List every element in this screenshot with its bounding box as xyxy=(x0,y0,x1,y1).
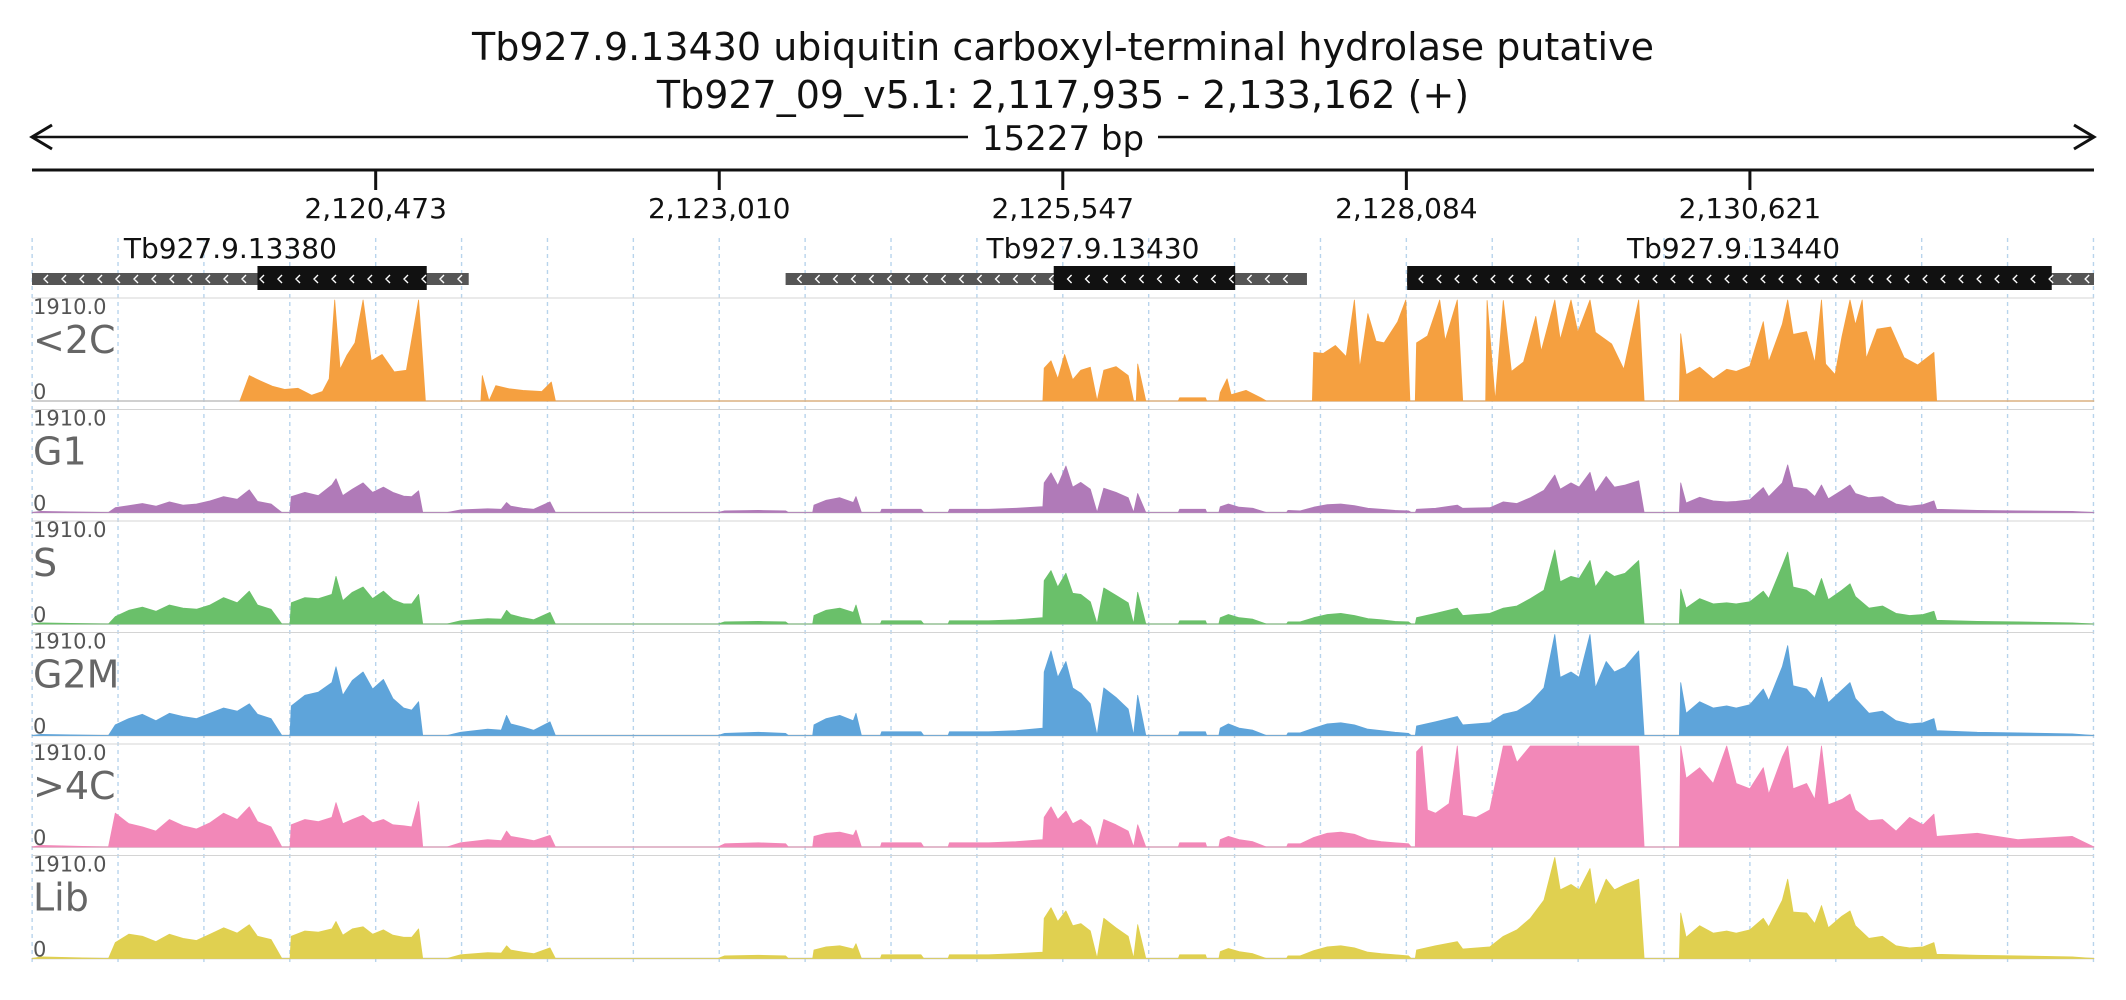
track-ymin-label: 0 xyxy=(33,492,46,516)
track-ymax-label: 1910.0 xyxy=(33,741,106,765)
gene-label: Tb927.9.13380 xyxy=(123,232,337,265)
track-name-label: Lib xyxy=(33,876,89,920)
strand-chevrons-icon xyxy=(796,274,1289,284)
track-4: 1910.0 0 G2M xyxy=(31,630,2095,739)
gene-cds-bar xyxy=(1053,266,1236,290)
track-name-label: G2M xyxy=(33,653,119,697)
gene-cds-bar xyxy=(257,266,427,290)
strand-chevrons-icon xyxy=(43,274,463,284)
gene-Tb927-9-13440[interactable]: Tb927.9.13440 xyxy=(1407,232,2094,290)
coverage-area-3 xyxy=(31,549,2095,625)
track-ymax-label: 1910.0 xyxy=(33,518,106,542)
track-name-label: <2C xyxy=(33,318,116,362)
track-3: 1910.0 0 S xyxy=(31,518,2095,627)
span-arrow-right-icon xyxy=(2073,123,2097,151)
track-ymax-label: 1910.0 xyxy=(33,853,106,877)
x-tick-label-0: 2,120,473 xyxy=(304,192,447,225)
coverage-area-1 xyxy=(239,299,2095,402)
coverage-area-4 xyxy=(31,634,2095,736)
gene-track: Tb927.9.13380 Tb927.9.13430 Tb927.9.13440 xyxy=(32,232,2094,290)
gene-label: Tb927.9.13440 xyxy=(1626,232,1840,265)
coverage-area-2 xyxy=(31,464,2095,513)
gene-cds-bar xyxy=(1407,266,2052,290)
track-ymin-label: 0 xyxy=(33,715,46,739)
x-tick-label-4: 2,130,621 xyxy=(1679,192,1822,225)
x-tick-label-2: 2,125,547 xyxy=(992,192,1135,225)
coverage-tracks: 1910.00<2C1910.00G11910.00S1910.00G2M191… xyxy=(31,295,2095,962)
x-tick-label-3: 2,128,084 xyxy=(1335,192,1478,225)
track-6: 1910.0 0 Lib xyxy=(31,853,2095,962)
track-2: 1910.0 0 G1 xyxy=(31,407,2095,516)
track-ymax-label: 1910.0 xyxy=(33,407,106,431)
strand-chevrons-icon xyxy=(1418,274,2090,284)
track-ymax-label: 1910.0 xyxy=(33,295,106,319)
track-name-label: G1 xyxy=(33,430,87,474)
figure-title-line2: Tb927_09_v5.1: 2,117,935 - 2,133,162 (+) xyxy=(656,73,1469,117)
track-ymin-label: 0 xyxy=(33,603,46,627)
gene-Tb927-9-13380[interactable]: Tb927.9.13380 xyxy=(32,232,469,290)
coverage-area-5 xyxy=(31,745,2095,848)
track-ymin-label: 0 xyxy=(33,826,46,850)
gene-Tb927-9-13430[interactable]: Tb927.9.13430 xyxy=(785,232,1307,290)
coordinate-axis: 2,120,473 2,123,010 2,125,547 2,128,084 2,13… xyxy=(32,168,2094,225)
track-5: 1910.0 0 >4C xyxy=(31,741,2095,850)
track-ymax-label: 1910.0 xyxy=(33,630,106,654)
track-ymin-label: 0 xyxy=(33,938,46,962)
figure-title-line1: Tb927.9.13430 ubiquitin carboxyl-termina… xyxy=(471,25,1654,69)
span-label: 15227 bp xyxy=(982,119,1144,159)
x-tick-label-1: 2,123,010 xyxy=(648,192,791,225)
span-indicator: 15227 bp xyxy=(29,119,2097,159)
gene-label: Tb927.9.13430 xyxy=(985,232,1199,265)
coverage-area-6 xyxy=(31,857,2095,959)
track-1: 1910.0 0 <2C xyxy=(32,295,2095,404)
track-name-label: S xyxy=(33,541,57,585)
track-name-label: >4C xyxy=(33,764,116,808)
track-ymin-label: 0 xyxy=(33,380,46,404)
span-arrow-left-icon xyxy=(29,123,53,151)
